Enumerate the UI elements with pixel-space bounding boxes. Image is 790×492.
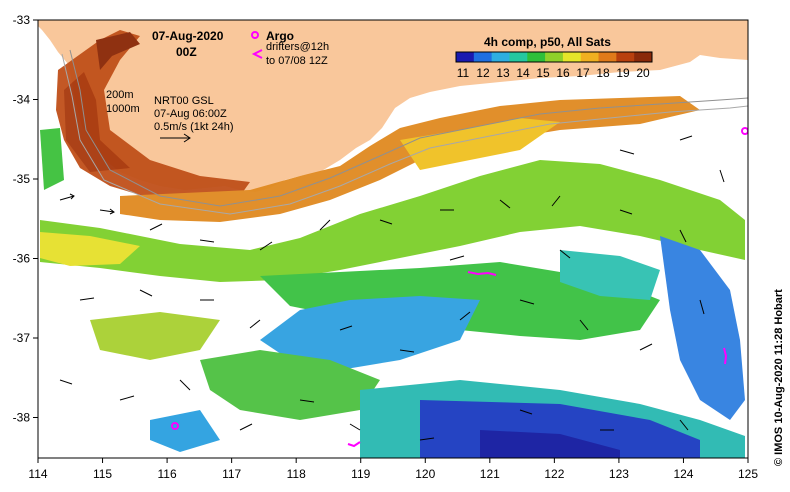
drifter-label-1: drifters@12h <box>266 41 329 53</box>
current-info-line2: 07-Aug 06:00Z <box>154 108 227 120</box>
y-tick-label: -36 <box>13 252 31 266</box>
colorbar-swatch <box>580 52 600 62</box>
y-tick-label: -37 <box>13 331 31 345</box>
colorbar-frame <box>455 51 653 63</box>
colorbar: 4h comp, p50, All Sats 11 12 13 14 15 16 17 18 1… <box>455 35 653 80</box>
colorbar-tick-label: 12 <box>476 66 490 80</box>
colorbar-tick-label: 16 <box>556 66 570 80</box>
sst-layer <box>40 30 745 458</box>
x-tick-label: 119 <box>351 467 370 481</box>
drifter-legend: drifters@12h to 07/08 12Z <box>251 41 329 67</box>
colorbar-swatch <box>473 52 493 62</box>
current-info-line1: NRT00 GSL <box>154 95 214 107</box>
colorbar-swatch <box>545 52 564 62</box>
isobath-1000m-label: 1000m <box>106 103 140 115</box>
argo-legend: Argo <box>251 29 294 43</box>
title-date: 07-Aug-2020 <box>152 29 224 43</box>
colorbar-swatch <box>634 52 653 62</box>
isobath-200m <box>69 49 748 207</box>
argo-icon <box>251 31 259 39</box>
y-tick-label: -33 <box>13 13 31 27</box>
map-area <box>38 20 748 458</box>
colorbar-swatch <box>509 52 528 62</box>
credit-text: © IMOS 10-Aug-2020 11:28 Hobart <box>773 289 785 466</box>
x-tick-label: 117 <box>222 467 241 481</box>
scale-arrow <box>160 133 191 143</box>
isobath-200m-label: 200m <box>106 89 134 101</box>
y-tick-label: -38 <box>13 411 31 425</box>
colorbar-swatch <box>616 52 635 62</box>
drifter-tracks <box>347 271 728 448</box>
land-mass <box>38 20 748 192</box>
colorbar-title: 4h comp, p50, All Sats <box>484 35 611 49</box>
x-tick-label: 116 <box>158 467 177 481</box>
colorbar-swatch <box>527 52 546 62</box>
colorbar-tick-label: 15 <box>536 66 550 80</box>
colorbar-tick-label: 20 <box>636 66 650 80</box>
drifter-label-2: to 07/08 12Z <box>266 55 328 67</box>
argo-floats <box>171 127 748 430</box>
plot-frame <box>37 19 749 459</box>
colorbar-tick-label: 11 <box>457 66 470 80</box>
argo-label: Argo <box>266 29 294 43</box>
colorbar-tick-label: 19 <box>616 66 630 80</box>
x-tick-label: 124 <box>673 467 693 481</box>
colorbar-swatch <box>491 52 510 62</box>
colorbar-tick-label: 13 <box>496 66 510 80</box>
y-tick-label: -35 <box>13 172 31 186</box>
x-tick-label: 121 <box>480 467 500 481</box>
x-tick-label: 122 <box>544 467 564 481</box>
x-tick-label: 125 <box>738 467 758 481</box>
x-tick-label: 115 <box>93 467 112 481</box>
colorbar-tick-label: 17 <box>576 66 590 80</box>
isobath-1000m <box>61 53 748 215</box>
x-tick-label: 118 <box>287 467 306 481</box>
y-tick-label: -34 <box>13 93 31 107</box>
x-tick-label: 114 <box>28 467 47 481</box>
drifter-icon <box>251 49 263 59</box>
x-tick-label: 123 <box>609 467 629 481</box>
x-axis: 114 115 116 117 118 119 120 121 122 123 124 125 <box>28 458 758 481</box>
y-axis: -33 -34 -35 -36 -37 -38 <box>13 13 38 425</box>
colorbar-tick-label: 14 <box>516 66 530 80</box>
x-tick-label: 120 <box>415 467 435 481</box>
current-vectors <box>59 135 725 441</box>
colorbar-tick-label: 18 <box>596 66 610 80</box>
colorbar-swatch <box>598 52 617 62</box>
current-info-line3: 0.5m/s (1kt 24h) <box>154 121 233 133</box>
colorbar-swatch <box>562 52 582 62</box>
title-time: 00Z <box>176 45 197 59</box>
colorbar-swatch <box>456 52 475 62</box>
